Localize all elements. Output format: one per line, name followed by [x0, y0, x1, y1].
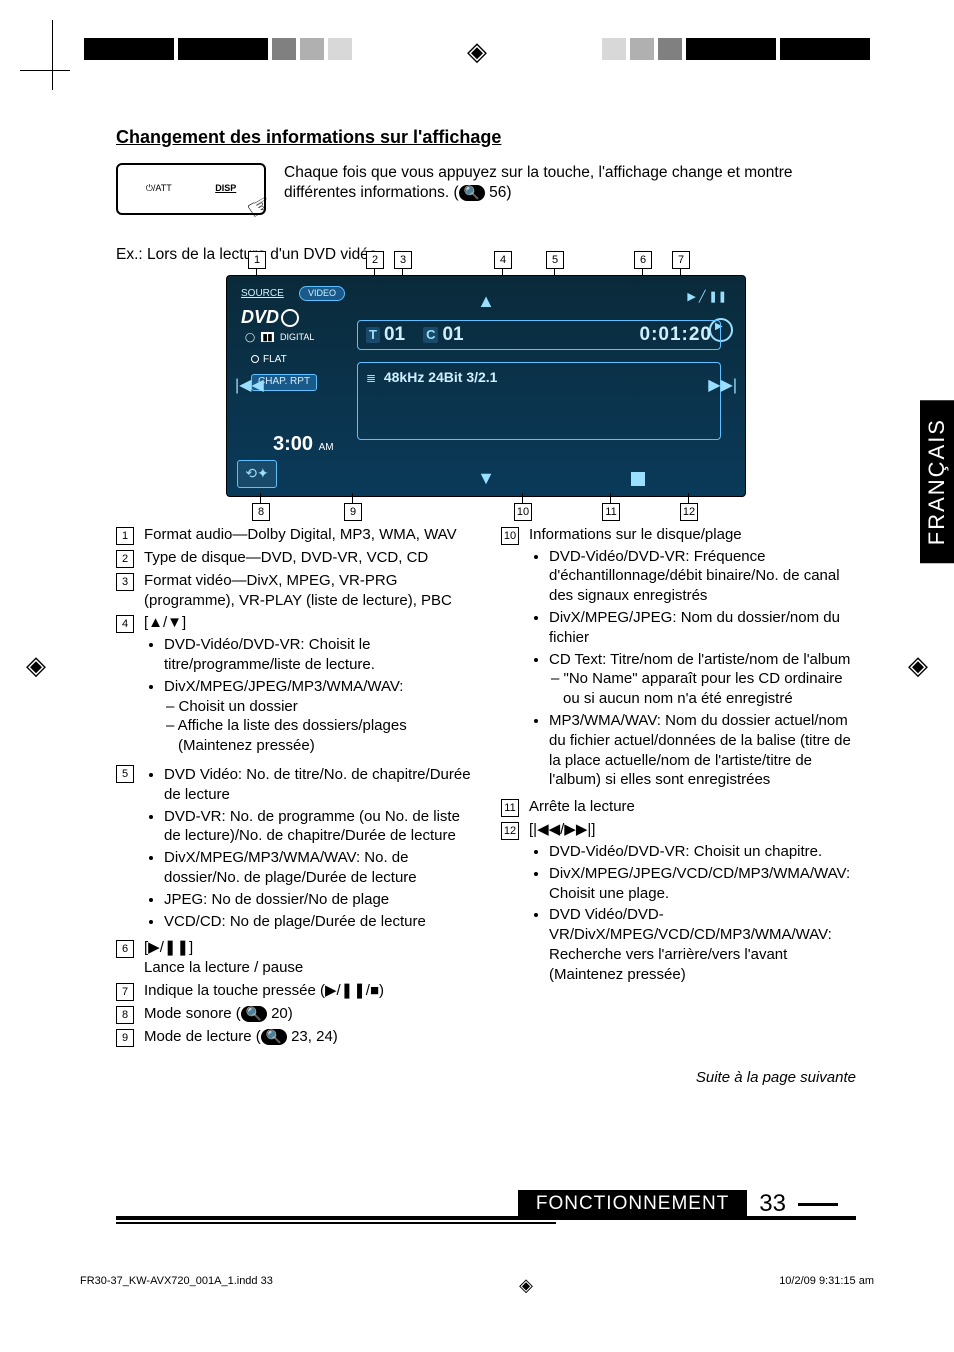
callout-ref: 10 — [501, 527, 519, 545]
disp-button-illustration: ⏻/ATT DISP ☞ — [116, 163, 266, 215]
callout-ref: 3 — [116, 573, 134, 591]
list-item-1: 1 Format audio—Dolby Digital, MP3, WMA, W… — [116, 525, 471, 545]
callout-ref: 7 — [116, 983, 134, 1001]
list-item-11: 11 Arrête la lecture — [501, 797, 856, 817]
display-screenshot: 1234567 SOURCE VIDEO DVD ◯ ▮▮ DIGITAL FL… — [226, 275, 746, 497]
next-track-icon: ▶▶| — [708, 376, 737, 396]
callout-ref: 9 — [116, 1029, 134, 1047]
callout-ref: 8 — [116, 1006, 134, 1024]
list-item-body: [▶/❚❚]Lance la lecture / pause — [144, 938, 471, 978]
list-item-body: [|◀◀/▶▶|]DVD-Vidéo/DVD-VR: Choisit un ch… — [529, 820, 856, 988]
crop-line — [20, 70, 70, 71]
dvd-label: DVD — [241, 306, 299, 329]
video-pill: VIDEO — [299, 286, 345, 302]
continued-next-page: Suite à la page suivante — [116, 1068, 856, 1087]
finger-press-icon: ☞ — [240, 185, 280, 229]
callout-ref: 5 — [116, 765, 134, 783]
callout-3: 3 — [394, 251, 412, 269]
print-file-slug: FR30-37_KW-AVX720_001A_1.indd 33 — [80, 1275, 273, 1296]
stop-icon — [631, 472, 645, 486]
callout-1: 1 — [248, 251, 266, 269]
callout-9: 9 — [344, 503, 362, 521]
prev-track-icon: |◀◀ — [235, 376, 264, 396]
list-item-body: [▲/▼]DVD-Vidéo/DVD-VR: Choisit le titre/… — [144, 613, 471, 760]
power-att-label: ⏻/ATT — [146, 183, 172, 195]
flat-indicator: FLAT — [251, 354, 287, 367]
center-registration-mark: ◈ — [467, 36, 487, 67]
example-line: Ex.: Lors de la lecture d'un DVD vidéo — [116, 245, 856, 265]
list-item-body: DVD Vidéo: No. de titre/No. de chapitre/… — [144, 763, 471, 935]
right-registration-mark: ◈ — [908, 650, 928, 681]
intro-text: Chaque fois que vous appuyez sur la touc… — [284, 163, 856, 203]
callout-4: 4 — [494, 251, 512, 269]
crop-line — [52, 20, 53, 90]
callout-11: 11 — [602, 503, 620, 521]
callout-7: 7 — [672, 251, 690, 269]
source-label: SOURCE — [241, 288, 284, 301]
list-item-body: Informations sur le disque/plageDVD-Vidé… — [529, 525, 856, 794]
arrow-up-icon: ▲ — [477, 290, 495, 313]
list-item-8: 8 Mode sonore (🔍 20) — [116, 1004, 471, 1024]
callout-ref: 1 — [116, 527, 134, 545]
callout-10: 10 — [514, 503, 532, 521]
dolby-digital-label: ◯ ▮▮ DIGITAL — [245, 332, 314, 344]
magnifier-icon: 🔍 — [459, 185, 485, 201]
language-tab: FRANÇAIS — [920, 400, 954, 563]
list-item-4: 4 [▲/▼]DVD-Vidéo/DVD-VR: Choisit le titre… — [116, 613, 471, 760]
callout-ref: 4 — [116, 615, 134, 633]
footer-rule — [116, 1216, 856, 1220]
list-item-7: 7 Indique la touche pressée (▶/❚❚/■) — [116, 981, 471, 1001]
list-item-2: 2 Type de disque—DVD, DVD-VR, VCD, CD — [116, 548, 471, 568]
arrow-down-icon: ▼ — [477, 467, 495, 490]
title-time-box: T01 C01 0:01:20 — [357, 320, 721, 350]
callout-ref: 2 — [116, 550, 134, 568]
list-item-3: 3 Format vidéo—DivX, MPEG, VR-PRG (progra… — [116, 571, 471, 611]
clock-display: 3:00 AM — [273, 432, 334, 458]
print-timestamp: 10/2/09 9:31:15 am — [779, 1275, 874, 1296]
left-column: 1 Format audio—Dolby Digital, MP3, WMA, W… — [116, 525, 471, 1050]
callout-2: 2 — [366, 251, 384, 269]
list-item-5: 5 DVD Vidéo: No. de titre/No. de chapitre… — [116, 763, 471, 935]
left-registration-mark: ◈ — [26, 650, 46, 681]
callout-12: 12 — [680, 503, 698, 521]
list-item-6: 6 [▶/❚❚]Lance la lecture / pause — [116, 938, 471, 978]
callout-ref: 6 — [116, 940, 134, 958]
section-title: Changement des informations sur l'affich… — [116, 126, 856, 149]
list-item-12: 12 [|◀◀/▶▶|]DVD-Vidéo/DVD-VR: Choisit un … — [501, 820, 856, 988]
list-item-body: Arrête la lecture — [529, 797, 856, 817]
callout-ref: 11 — [501, 799, 519, 817]
callout-ref: 12 — [501, 822, 519, 840]
bottom-registration-mark: ◈ — [519, 1275, 533, 1296]
list-item-body: Mode de lecture (🔍 23, 24) — [144, 1027, 471, 1047]
list-item-body: Format vidéo—DivX, MPEG, VR-PRG (program… — [144, 571, 471, 611]
disc-info-box: ≣ 48kHz 24Bit 3/2.1 — [357, 362, 721, 440]
play-pause-indicator: ▶ ╱ ❚❚ — [687, 290, 727, 304]
corner-icon: ⟲✦ — [237, 460, 277, 488]
list-item-body: Indique la touche pressée (▶/❚❚/■) — [144, 981, 471, 1001]
callout-5: 5 — [546, 251, 564, 269]
disp-label: DISP — [215, 183, 236, 195]
callout-6: 6 — [634, 251, 652, 269]
callout-8: 8 — [252, 503, 270, 521]
list-item-body: Type de disque—DVD, DVD-VR, VCD, CD — [144, 548, 471, 568]
footer-rule — [116, 1222, 556, 1224]
right-column: 10 Informations sur le disque/plageDVD-Vi… — [501, 525, 856, 1050]
list-item-9: 9 Mode de lecture (🔍 23, 24) — [116, 1027, 471, 1047]
list-item-body: Mode sonore (🔍 20) — [144, 1004, 471, 1024]
list-item-body: Format audio—Dolby Digital, MP3, WMA, WA… — [144, 525, 471, 545]
footer-section-label: FONCTIONNEMENT — [518, 1190, 747, 1218]
page-number: 33 — [759, 1190, 786, 1218]
list-item-10: 10 Informations sur le disque/plageDVD-Vi… — [501, 525, 856, 794]
